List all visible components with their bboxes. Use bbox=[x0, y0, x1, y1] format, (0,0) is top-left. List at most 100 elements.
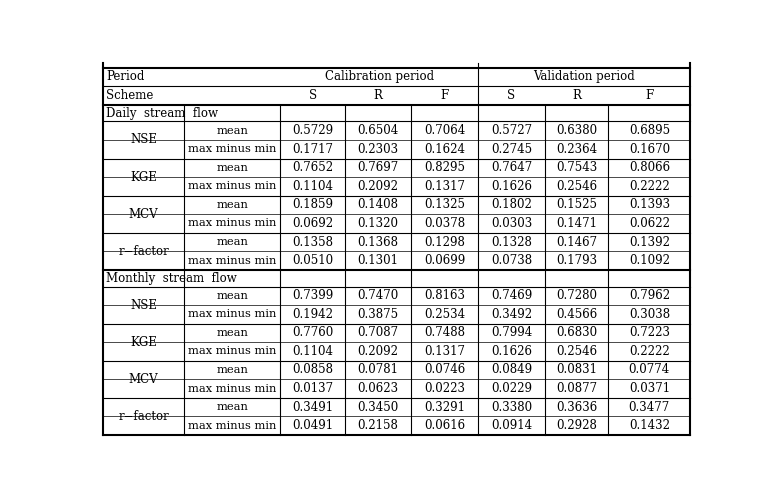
Text: 0.4566: 0.4566 bbox=[556, 308, 597, 321]
Text: Validation period: Validation period bbox=[533, 70, 635, 83]
Text: Scheme: Scheme bbox=[106, 89, 153, 102]
Text: 0.0746: 0.0746 bbox=[424, 363, 465, 377]
Text: 0.0622: 0.0622 bbox=[628, 217, 670, 230]
Text: 0.1392: 0.1392 bbox=[628, 236, 670, 248]
Text: 0.1942: 0.1942 bbox=[292, 308, 333, 321]
Text: 0.2745: 0.2745 bbox=[491, 143, 532, 156]
Text: 0.1408: 0.1408 bbox=[358, 198, 399, 211]
Text: 0.8163: 0.8163 bbox=[424, 289, 465, 302]
Text: 0.3875: 0.3875 bbox=[358, 308, 399, 321]
Text: max minus min: max minus min bbox=[188, 347, 276, 356]
Text: r−factor: r−factor bbox=[118, 410, 169, 423]
Text: Period: Period bbox=[106, 70, 145, 83]
Text: KGE: KGE bbox=[130, 336, 157, 349]
Text: 0.0223: 0.0223 bbox=[424, 382, 465, 395]
Text: 0.0831: 0.0831 bbox=[556, 363, 597, 377]
Text: 0.3380: 0.3380 bbox=[491, 401, 532, 414]
Text: max minus min: max minus min bbox=[188, 181, 276, 191]
Text: KGE: KGE bbox=[130, 171, 157, 183]
Text: 0.1432: 0.1432 bbox=[628, 419, 670, 432]
Text: 0.2222: 0.2222 bbox=[629, 180, 670, 193]
Text: 0.0781: 0.0781 bbox=[358, 363, 399, 377]
Text: Daily  stream  flow: Daily stream flow bbox=[106, 106, 218, 120]
Text: 0.7469: 0.7469 bbox=[491, 289, 532, 302]
Text: Calibration period: Calibration period bbox=[324, 70, 433, 83]
Text: max minus min: max minus min bbox=[188, 309, 276, 319]
Text: 0.8295: 0.8295 bbox=[424, 161, 465, 175]
Text: 0.1467: 0.1467 bbox=[556, 236, 597, 248]
Text: 0.5727: 0.5727 bbox=[491, 124, 532, 137]
Text: mean: mean bbox=[217, 402, 248, 412]
Text: 0.6504: 0.6504 bbox=[358, 124, 399, 137]
Text: S: S bbox=[309, 89, 317, 102]
Text: 0.2158: 0.2158 bbox=[358, 419, 399, 432]
Text: max minus min: max minus min bbox=[188, 421, 276, 431]
Text: 0.0914: 0.0914 bbox=[491, 419, 532, 432]
Text: 0.7994: 0.7994 bbox=[491, 326, 532, 339]
Text: 0.1393: 0.1393 bbox=[628, 198, 670, 211]
Text: 0.1525: 0.1525 bbox=[556, 198, 597, 211]
Text: 0.1325: 0.1325 bbox=[424, 198, 465, 211]
Text: 0.7399: 0.7399 bbox=[292, 289, 334, 302]
Text: 0.2092: 0.2092 bbox=[358, 180, 399, 193]
Text: 0.0858: 0.0858 bbox=[292, 363, 333, 377]
Text: NSE: NSE bbox=[130, 299, 157, 312]
Text: r−factor: r−factor bbox=[118, 245, 169, 258]
Text: 0.0738: 0.0738 bbox=[491, 254, 532, 267]
Text: 0.3636: 0.3636 bbox=[556, 401, 597, 414]
Text: S: S bbox=[507, 89, 515, 102]
Text: 0.1626: 0.1626 bbox=[491, 180, 532, 193]
Text: 0.3491: 0.3491 bbox=[292, 401, 333, 414]
Text: 0.0877: 0.0877 bbox=[556, 382, 597, 395]
Text: 0.2928: 0.2928 bbox=[556, 419, 597, 432]
Text: 0.1802: 0.1802 bbox=[491, 198, 532, 211]
Text: 0.0774: 0.0774 bbox=[628, 363, 670, 377]
Text: 0.2222: 0.2222 bbox=[629, 345, 670, 358]
Text: mean: mean bbox=[217, 200, 248, 210]
Text: 0.1301: 0.1301 bbox=[358, 254, 399, 267]
Text: 0.2303: 0.2303 bbox=[358, 143, 399, 156]
Text: 0.3492: 0.3492 bbox=[491, 308, 532, 321]
Text: R: R bbox=[374, 89, 382, 102]
Text: 0.0616: 0.0616 bbox=[424, 419, 465, 432]
Text: 0.7280: 0.7280 bbox=[556, 289, 597, 302]
Text: 0.1368: 0.1368 bbox=[358, 236, 399, 248]
Text: 0.7652: 0.7652 bbox=[292, 161, 333, 175]
Text: mean: mean bbox=[217, 126, 248, 136]
Text: 0.1328: 0.1328 bbox=[491, 236, 532, 248]
Text: 0.2546: 0.2546 bbox=[556, 180, 597, 193]
Text: F: F bbox=[440, 89, 449, 102]
Text: 0.7543: 0.7543 bbox=[556, 161, 597, 175]
Text: 0.7962: 0.7962 bbox=[628, 289, 670, 302]
Text: mean: mean bbox=[217, 365, 248, 375]
Text: 0.7087: 0.7087 bbox=[358, 326, 399, 339]
Text: 0.7488: 0.7488 bbox=[424, 326, 465, 339]
Text: 0.1320: 0.1320 bbox=[358, 217, 399, 230]
Text: 0.1793: 0.1793 bbox=[556, 254, 597, 267]
Text: max minus min: max minus min bbox=[188, 384, 276, 393]
Text: 0.1626: 0.1626 bbox=[491, 345, 532, 358]
Text: 0.0510: 0.0510 bbox=[292, 254, 333, 267]
Text: 0.6380: 0.6380 bbox=[556, 124, 597, 137]
Text: 0.3291: 0.3291 bbox=[424, 401, 465, 414]
Text: 0.1104: 0.1104 bbox=[292, 180, 333, 193]
Text: 0.7647: 0.7647 bbox=[491, 161, 532, 175]
Text: 0.0849: 0.0849 bbox=[491, 363, 532, 377]
Text: 0.0491: 0.0491 bbox=[292, 419, 333, 432]
Text: mean: mean bbox=[217, 237, 248, 247]
Text: 0.0692: 0.0692 bbox=[292, 217, 333, 230]
Text: 0.2364: 0.2364 bbox=[556, 143, 597, 156]
Text: 0.7470: 0.7470 bbox=[358, 289, 399, 302]
Text: 0.0623: 0.0623 bbox=[358, 382, 399, 395]
Text: 0.6895: 0.6895 bbox=[628, 124, 670, 137]
Text: 0.1317: 0.1317 bbox=[424, 180, 465, 193]
Text: 0.0137: 0.0137 bbox=[292, 382, 333, 395]
Text: 0.0371: 0.0371 bbox=[628, 382, 670, 395]
Text: Monthly  stream  flow: Monthly stream flow bbox=[106, 272, 237, 284]
Text: NSE: NSE bbox=[130, 134, 157, 146]
Text: MCV: MCV bbox=[128, 208, 159, 221]
Text: 0.7064: 0.7064 bbox=[424, 124, 465, 137]
Text: mean: mean bbox=[217, 291, 248, 301]
Text: 0.3450: 0.3450 bbox=[358, 401, 399, 414]
Text: 0.8066: 0.8066 bbox=[628, 161, 670, 175]
